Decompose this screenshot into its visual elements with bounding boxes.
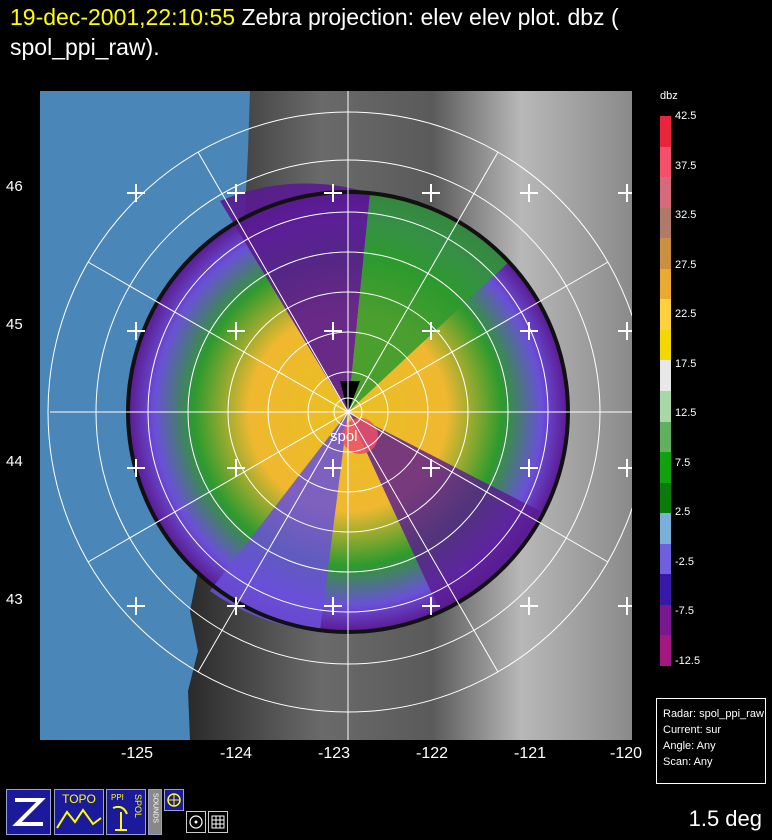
legend-unit: dbz bbox=[660, 90, 678, 102]
info-scan: Scan: Any bbox=[663, 756, 713, 768]
legend-tick: 12.5 bbox=[675, 407, 697, 419]
lon-label--125: -125 bbox=[120, 745, 154, 762]
legend-tick: -2.5 bbox=[675, 555, 694, 568]
radar-sector-northeast bbox=[348, 193, 510, 412]
legend-tick: 17.5 bbox=[675, 357, 697, 370]
legend-swatch bbox=[660, 574, 671, 606]
sounds-button[interactable]: SOUNDS bbox=[148, 789, 162, 835]
legend-swatch bbox=[660, 604, 671, 636]
sounds-label: SOUNDS bbox=[151, 793, 159, 823]
legend-tick: -7.5 bbox=[675, 605, 694, 617]
info-radar: Radar: spol_ppi_raw bbox=[663, 708, 764, 720]
wheel-icon bbox=[167, 793, 181, 807]
elevation-angle: 1.5 deg bbox=[688, 806, 762, 831]
topo-button[interactable]: TOPO bbox=[54, 789, 104, 835]
radar-map[interactable]: spol bbox=[40, 91, 632, 740]
lon-label--123: -123 bbox=[317, 745, 351, 762]
zebra-z-icon bbox=[12, 798, 46, 826]
spol-label: SPOL bbox=[133, 794, 143, 819]
legend-tick: 27.5 bbox=[675, 258, 697, 271]
legend-tick: -12.5 bbox=[675, 654, 701, 667]
lat-label-44: 44 bbox=[6, 453, 23, 470]
azimuth-lines bbox=[50, 91, 632, 740]
radar-high-echo bbox=[342, 418, 378, 454]
radar-sector-south bbox=[210, 412, 348, 631]
info-current: Current: sur bbox=[663, 724, 722, 736]
radar-center bbox=[340, 381, 360, 412]
target-icon bbox=[189, 815, 203, 829]
title-text: Zebra projection: elev elev plot. dbz ( bbox=[241, 4, 619, 30]
mountain-icon bbox=[56, 808, 102, 829]
legend-swatch bbox=[660, 543, 671, 575]
legend-swatch bbox=[660, 452, 671, 484]
legend-swatch bbox=[660, 207, 671, 239]
legend-swatch bbox=[660, 513, 671, 545]
timestamp: 19-dec-2001,22:10:55 bbox=[10, 4, 236, 30]
lon-label--120: -120 bbox=[609, 745, 643, 762]
legend-swatch bbox=[660, 116, 671, 148]
legend-swatch bbox=[660, 268, 671, 300]
legend-swatch bbox=[660, 238, 671, 270]
legend-swatch bbox=[660, 299, 671, 331]
wheel-button[interactable] bbox=[164, 789, 184, 811]
radar-sector-southeast bbox=[348, 412, 540, 611]
grid-crosses bbox=[127, 184, 632, 615]
lat-label-46: 46 bbox=[6, 178, 23, 195]
topo-label: TOPO bbox=[62, 792, 96, 806]
radar-site-label: spol bbox=[330, 428, 358, 445]
lon-label--124: -124 bbox=[219, 745, 253, 762]
target-button[interactable] bbox=[186, 811, 206, 833]
legend-swatch bbox=[660, 635, 671, 667]
legend-tick: 2.5 bbox=[675, 506, 691, 518]
legend-swatch bbox=[660, 360, 671, 392]
ppi-label: PPI bbox=[111, 793, 124, 802]
spol-ppi-button[interactable]: PPI SPOL bbox=[106, 789, 146, 835]
radar-sector-north bbox=[220, 183, 370, 412]
lon-label--122: -122 bbox=[415, 745, 449, 762]
legend-swatch bbox=[660, 329, 671, 361]
legend-tick: 7.5 bbox=[675, 456, 691, 469]
legend-tick: 32.5 bbox=[675, 209, 697, 221]
legend-swatch bbox=[660, 482, 671, 514]
grid-icon bbox=[211, 815, 225, 829]
lon-label--121: -121 bbox=[513, 745, 547, 762]
lat-label-43: 43 bbox=[6, 591, 23, 608]
legend-swatch bbox=[660, 146, 671, 178]
legend-swatch bbox=[660, 391, 671, 423]
grid-button[interactable] bbox=[208, 811, 228, 833]
info-angle: Angle: Any bbox=[663, 740, 716, 752]
window-title: 19-dec-2001,22:10:55 Zebra projection: e… bbox=[10, 2, 619, 62]
info-box: Radar: spol_ppi_raw Current: sur Angle: … bbox=[656, 698, 766, 784]
radar-dish-icon bbox=[112, 805, 128, 831]
legend-tick: 42.5 bbox=[675, 110, 697, 122]
legend-tick: 22.5 bbox=[675, 308, 697, 320]
legend-swatch bbox=[660, 421, 671, 453]
legend-swatch bbox=[660, 177, 671, 209]
zebra-logo-button[interactable] bbox=[6, 789, 51, 835]
title-text-line2: spol_ppi_raw). bbox=[10, 34, 160, 60]
legend-tick: 37.5 bbox=[675, 159, 697, 172]
lat-label-45: 45 bbox=[6, 316, 23, 333]
